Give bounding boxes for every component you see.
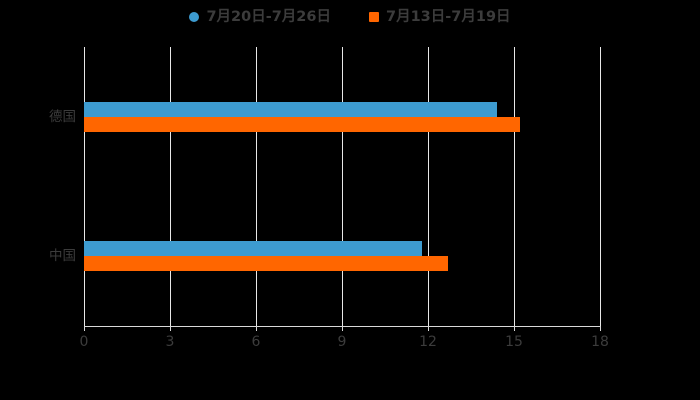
x-tick-label-18: 18	[591, 334, 609, 350]
x-tick-mark-3	[170, 326, 171, 331]
legend-label-series-1: 7月20日-7月26日	[206, 9, 331, 25]
x-tick-mark-15	[514, 326, 515, 331]
gridline-15	[514, 47, 515, 326]
y-axis-label-中国: 中国	[49, 248, 76, 265]
x-tick-mark-18	[600, 326, 601, 331]
bar-中国-series-2[interactable]	[84, 256, 449, 272]
legend-marker-circle-icon	[189, 12, 200, 22]
bar-德国-series-2[interactable]	[84, 116, 520, 132]
legend-label-series-2: 7月13日-7月19日	[386, 9, 511, 25]
gridline-6	[256, 47, 257, 326]
x-tick-label-3: 3	[165, 334, 175, 350]
bar-德国-series-1[interactable]	[84, 101, 497, 117]
x-tick-label-15: 15	[505, 334, 523, 350]
x-tick-label-12: 12	[419, 334, 437, 350]
gridline-18	[600, 47, 601, 326]
gridline-9	[342, 47, 343, 326]
x-tick-mark-0	[84, 326, 85, 331]
gridline-3	[170, 47, 171, 326]
plot-area	[84, 47, 601, 326]
x-tick-label-0: 0	[79, 334, 89, 350]
y-axis-label-德国: 德国	[49, 108, 76, 125]
bar-中国-series-1[interactable]	[84, 241, 423, 257]
x-tick-label-6: 6	[251, 334, 261, 350]
chart-legend: 7月20日-7月26日 7月13日-7月19日	[0, 4, 700, 30]
x-tick-mark-6	[256, 326, 257, 331]
legend-marker-square-icon	[369, 12, 379, 22]
legend-item-series-2[interactable]: 7月13日-7月19日	[369, 7, 511, 27]
x-tick-mark-9	[342, 326, 343, 331]
legend-item-series-1[interactable]: 7月20日-7月26日	[189, 7, 331, 27]
x-tick-mark-12	[428, 326, 429, 331]
gridline-12	[428, 47, 429, 326]
gridline-0	[84, 47, 85, 326]
x-tick-label-9: 9	[337, 334, 347, 350]
